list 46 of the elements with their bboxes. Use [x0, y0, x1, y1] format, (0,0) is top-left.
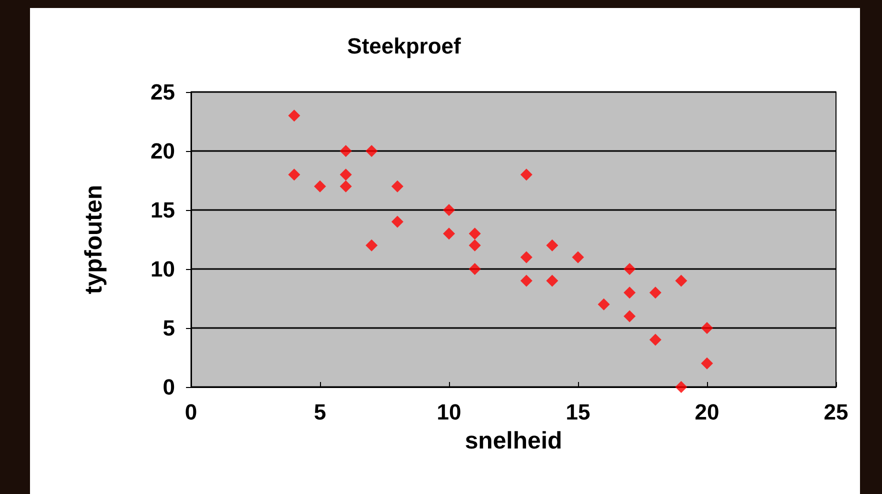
point: [314, 180, 326, 192]
point: [391, 180, 404, 192]
point: [572, 251, 584, 264]
point: [288, 168, 300, 181]
point: [546, 239, 558, 252]
y-tick-label: 15: [150, 198, 175, 222]
point: [520, 168, 532, 181]
point: [443, 204, 455, 216]
y-axis-title: typfouten: [80, 184, 108, 294]
chart-title: Steekproef: [347, 34, 462, 58]
x-tick-label: 10: [436, 400, 462, 424]
point: [701, 322, 713, 334]
point: [624, 310, 636, 322]
point: [624, 263, 636, 275]
point: [443, 228, 455, 240]
x-tick-label: 25: [824, 400, 848, 424]
y-tick-label: 10: [150, 256, 175, 282]
point: [675, 274, 688, 287]
point: [340, 180, 352, 192]
point: [520, 251, 532, 264]
point: [468, 228, 481, 240]
point: [366, 239, 378, 252]
y-tick-label: 5: [162, 316, 175, 340]
point: [520, 274, 532, 287]
point: [649, 334, 662, 346]
x-axis-title: snelheid: [464, 428, 562, 454]
y-tick-label: 0: [162, 374, 175, 400]
x-tick-label: 5: [314, 400, 326, 424]
point: [598, 298, 610, 310]
point: [546, 274, 558, 287]
x-tick-label: 15: [566, 400, 590, 424]
point: [675, 381, 688, 393]
point: [624, 286, 636, 299]
point: [340, 168, 352, 181]
y-tick-label: 25: [150, 80, 175, 104]
point: [340, 145, 352, 157]
point: [288, 110, 300, 122]
x-tick-label: 20: [694, 400, 720, 424]
point: [701, 357, 713, 370]
point: [468, 263, 481, 275]
point: [649, 286, 662, 299]
x-tick-label: 0: [184, 400, 198, 424]
point: [366, 145, 378, 157]
y-tick-label: 20: [150, 138, 175, 164]
point: [391, 216, 404, 228]
point: [468, 239, 481, 252]
